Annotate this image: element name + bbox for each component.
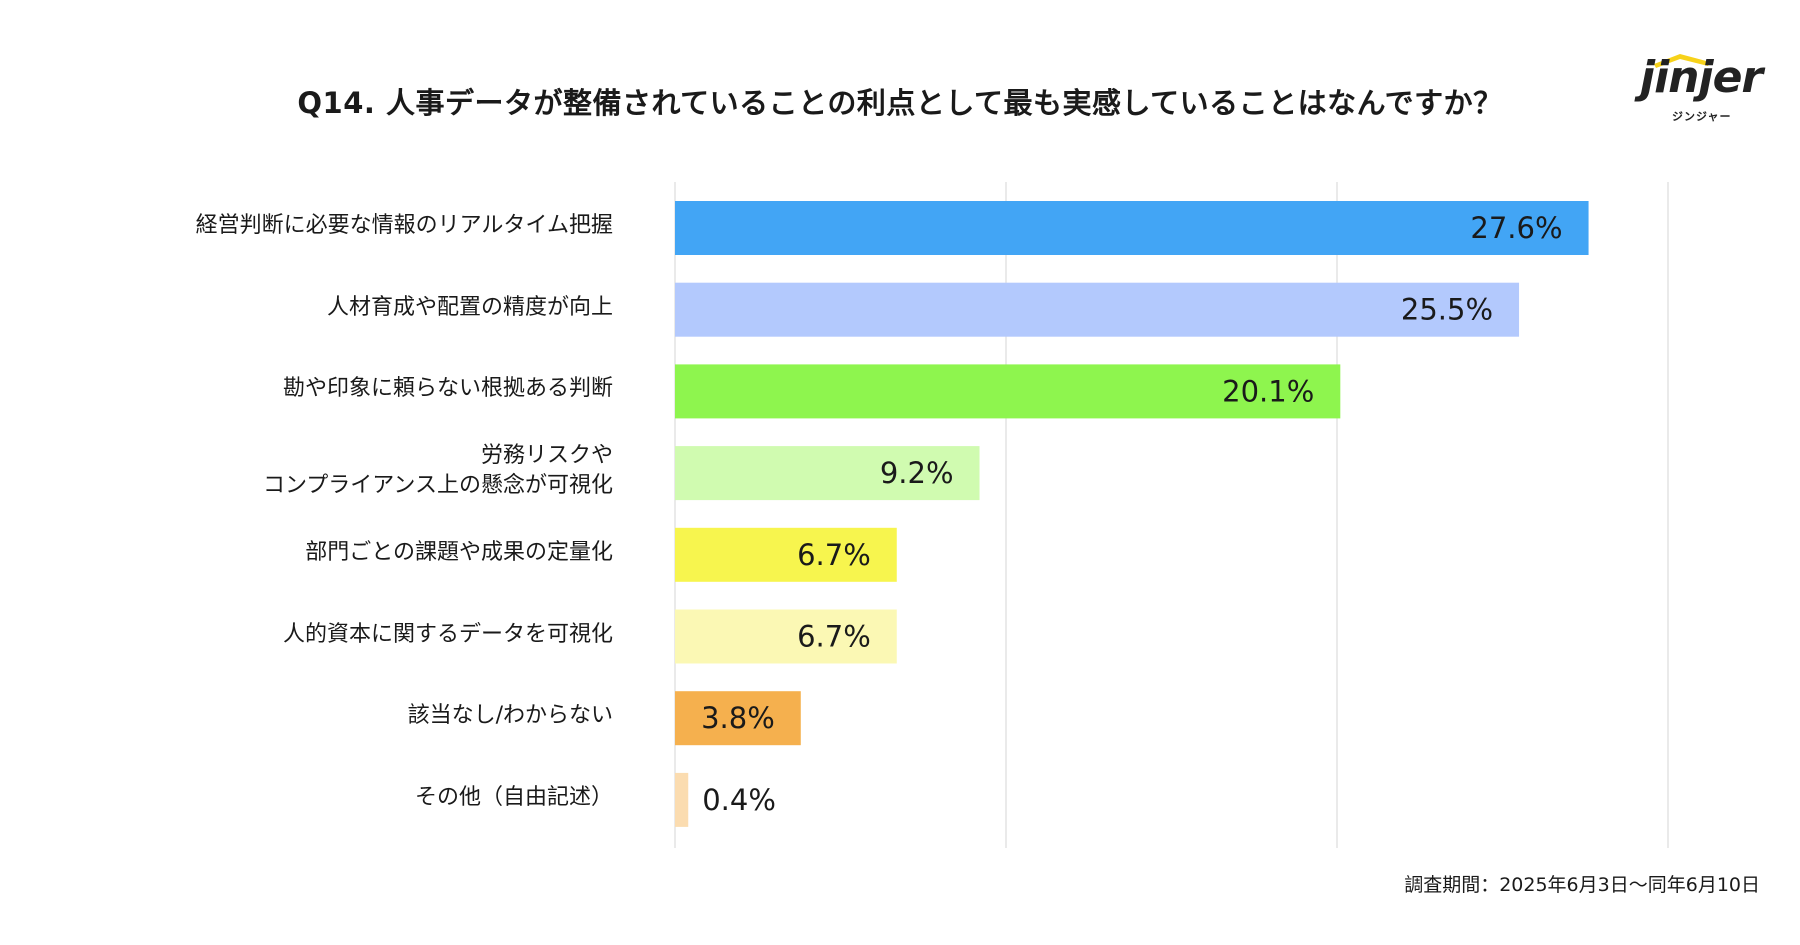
bar-4 xyxy=(675,527,897,582)
category-label-line: その他（自由記述） xyxy=(414,784,613,810)
category-label-0: 経営判断に必要な情報のリアルタイム把握 xyxy=(196,211,613,241)
category-label-3: 労務リスクやコンプライアンス上の懸念が可視化 xyxy=(263,441,613,501)
category-label-6: 該当なし/わからない xyxy=(408,701,613,731)
value-label-1: 25.5% xyxy=(1401,293,1493,327)
bar-0 xyxy=(675,201,1589,255)
logo-subtext: ジンジャー xyxy=(1672,110,1732,123)
bar-3 xyxy=(675,446,980,501)
category-label-7: その他（自由記述） xyxy=(415,783,613,813)
category-label-line: 人的資本に関するデータを可視化 xyxy=(282,621,613,647)
bar-1 xyxy=(675,282,1520,337)
category-label-1: 人材育成や配置の精度が向上 xyxy=(327,293,613,323)
jinjer-logo: jinjer ジンジャー xyxy=(1630,48,1770,128)
category-label-line: 勘や印象に頼らない根拠ある判断 xyxy=(282,376,613,402)
logo-wordmark: jinjer xyxy=(1640,52,1763,103)
category-label-line: 該当なし/わからない xyxy=(407,703,613,729)
category-label-2: 勘や印象に頼らない根拠ある判断 xyxy=(283,374,613,404)
category-label-line: 部門ごとの課題や成果の定量化 xyxy=(305,539,613,565)
bar-7 xyxy=(675,772,689,827)
category-label-line: 経営判断に必要な情報のリアルタイム把握 xyxy=(195,213,613,238)
bar-2 xyxy=(675,364,1341,419)
bar-5 xyxy=(675,609,897,664)
logo-roof-icon xyxy=(1654,54,1710,68)
value-label-6: 3.8% xyxy=(701,701,775,735)
category-label-4: 部門ごとの課題や成果の定量化 xyxy=(305,538,613,568)
value-label-2: 20.1% xyxy=(1222,374,1314,408)
value-label-0: 27.6% xyxy=(1470,211,1562,245)
chart-title: Q14. 人事データが整備されていることの利点として最も実感していることはなんで… xyxy=(297,86,1503,120)
category-label-line: 人材育成や配置の精度が向上 xyxy=(326,294,613,320)
value-label-5: 6.7% xyxy=(797,620,871,654)
value-label-3: 9.2% xyxy=(880,456,954,490)
category-label-line: 労務リスクや xyxy=(480,443,613,469)
bar-6 xyxy=(675,691,801,746)
value-label-4: 6.7% xyxy=(797,538,871,572)
value-label-7: 0.4% xyxy=(702,783,776,817)
survey-period-note: 調査期間：2025年6月3日〜同年6月10日 xyxy=(1404,874,1760,896)
category-label-5: 人的資本に関するデータを可視化 xyxy=(283,620,613,650)
category-label-line: コンプライアンス上の懸念が可視化 xyxy=(262,473,613,499)
